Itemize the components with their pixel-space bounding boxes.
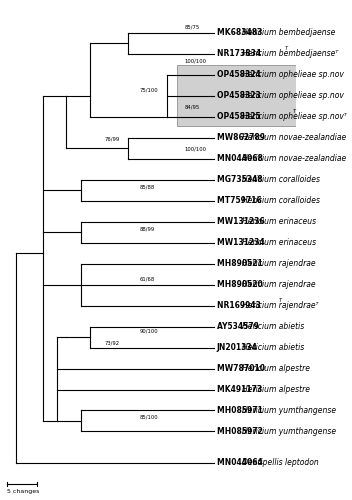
Text: Hericium coralloides: Hericium coralloides [242, 175, 320, 184]
Text: Hericium ophelieae sp.nov: Hericium ophelieae sp.nov [242, 70, 344, 80]
Text: 100/100: 100/100 [184, 146, 206, 152]
Text: NR173834: NR173834 [217, 50, 263, 58]
Text: MG735348: MG735348 [217, 175, 265, 184]
Text: Hericium erinaceus: Hericium erinaceus [242, 217, 316, 226]
Text: 5 changes: 5 changes [7, 489, 40, 494]
Text: Hericium rajendrae: Hericium rajendrae [242, 280, 315, 289]
Text: 75/100: 75/100 [140, 88, 159, 92]
Text: OP458324: OP458324 [217, 70, 263, 80]
Text: MK491173: MK491173 [217, 385, 265, 394]
Text: Hericium abietis: Hericium abietis [242, 322, 304, 331]
Text: 85/100: 85/100 [140, 415, 159, 420]
Text: MW131236: MW131236 [217, 217, 267, 226]
Text: AY534579: AY534579 [217, 322, 261, 331]
Text: 90/100: 90/100 [140, 329, 159, 334]
Text: Hericium coralloides: Hericium coralloides [242, 196, 320, 205]
Text: Hericium ophelieae sp.nov: Hericium ophelieae sp.nov [242, 92, 344, 100]
Text: OP458325: OP458325 [217, 112, 263, 122]
Text: MN044068: MN044068 [217, 154, 265, 163]
Text: 85/88: 85/88 [140, 184, 155, 189]
Text: MH085971: MH085971 [217, 406, 265, 415]
Text: T: T [285, 46, 288, 51]
Text: MH085972: MH085972 [217, 427, 265, 436]
Text: MW131234: MW131234 [217, 238, 267, 247]
Text: Hericium novae-zealandiae: Hericium novae-zealandiae [242, 154, 346, 163]
Text: 84/95: 84/95 [184, 104, 200, 110]
Text: MH890520: MH890520 [217, 280, 265, 289]
Text: Dentipellis leptodon: Dentipellis leptodon [242, 458, 319, 468]
Text: Hericium bembedjaenseᵀ: Hericium bembedjaenseᵀ [242, 50, 338, 58]
Text: 76/99: 76/99 [105, 137, 120, 142]
Text: OP458323: OP458323 [217, 92, 263, 100]
Text: Hericium novae-zealandiae: Hericium novae-zealandiae [242, 134, 346, 142]
Text: T: T [279, 298, 282, 303]
Text: Hericium yumthangense: Hericium yumthangense [242, 427, 336, 436]
Text: JN201334: JN201334 [217, 343, 260, 352]
Text: Hericium alpestre: Hericium alpestre [242, 364, 310, 373]
Text: Hericium alpestre: Hericium alpestre [242, 385, 310, 394]
Text: NR169943: NR169943 [217, 301, 263, 310]
Text: MK683483: MK683483 [217, 28, 265, 38]
Text: Hericium erinaceus: Hericium erinaceus [242, 238, 316, 247]
Text: 61/68: 61/68 [140, 276, 155, 281]
Text: MH890521: MH890521 [217, 259, 265, 268]
Text: Hericium yumthangense: Hericium yumthangense [242, 406, 336, 415]
Text: Hericium abietis: Hericium abietis [242, 343, 304, 352]
Text: Hericium bembedjaense: Hericium bembedjaense [242, 28, 335, 38]
Text: MN044064: MN044064 [217, 458, 265, 468]
Text: T: T [293, 109, 296, 114]
Bar [177, 66, 307, 126]
Text: Hericium rajendrae: Hericium rajendrae [242, 259, 315, 268]
Text: MW787010: MW787010 [217, 364, 267, 373]
Text: 73/92: 73/92 [105, 340, 120, 345]
Text: MW862789: MW862789 [217, 134, 267, 142]
Text: Hericium ophelieae sp.novᵀ: Hericium ophelieae sp.novᵀ [242, 112, 346, 122]
Text: MT759716: MT759716 [217, 196, 264, 205]
Text: Hericium rajendraeᵀ: Hericium rajendraeᵀ [242, 301, 318, 310]
Text: 85/75: 85/75 [184, 24, 200, 29]
Text: 100/100: 100/100 [184, 58, 206, 64]
Text: 88/99: 88/99 [140, 226, 155, 231]
